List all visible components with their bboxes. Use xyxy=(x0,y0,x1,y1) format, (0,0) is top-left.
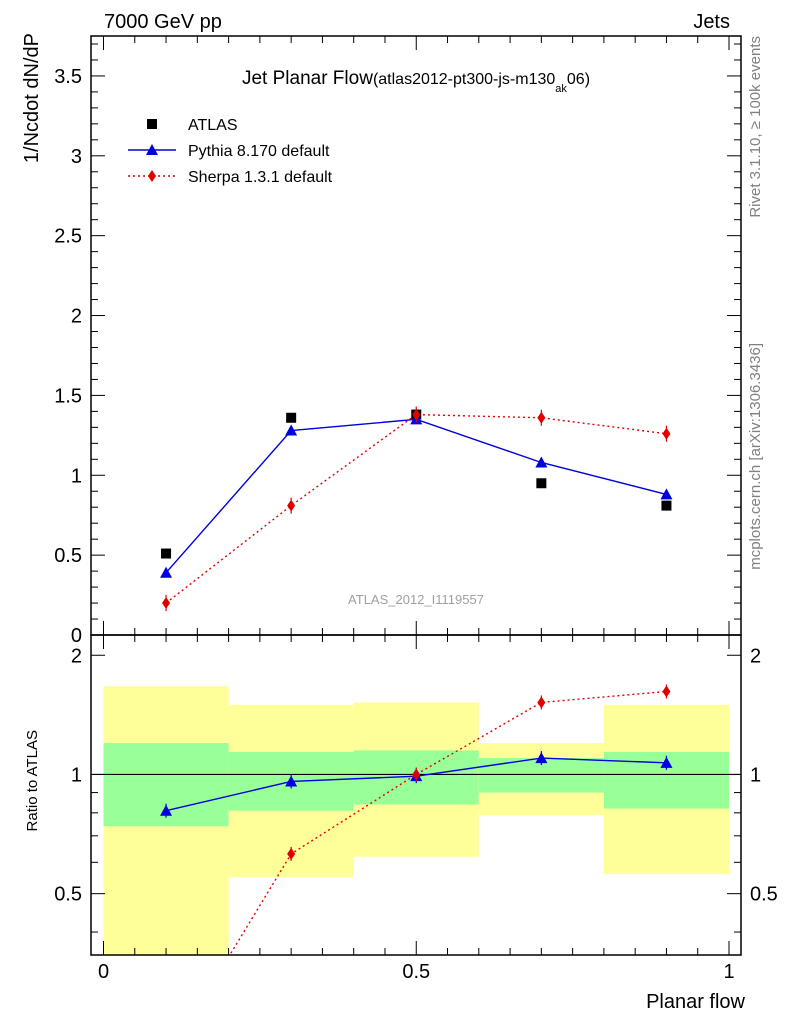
ratio-y-tick-label-right: 2 xyxy=(750,645,761,667)
header-right-label: Jets xyxy=(693,11,730,33)
legend-marker xyxy=(148,170,156,182)
legend-label: Pythia 8.170 default xyxy=(188,143,330,160)
ratio-series-point xyxy=(660,756,673,768)
main-plot-title-text: Jet Planar Flow xyxy=(242,68,373,89)
main-series-point xyxy=(286,412,297,423)
main-y-tick-label: 3.5 xyxy=(54,66,82,88)
header-left-label: 7000 GeV pp xyxy=(104,11,222,33)
ratio-series-group xyxy=(160,684,673,955)
x-tick-label: 0.5 xyxy=(402,961,430,983)
legend-marker xyxy=(147,119,157,129)
main-series-point xyxy=(662,427,671,440)
main-plot-title: Jet Planar Flow(atlas2012-pt300-js-m130a… xyxy=(242,68,590,95)
main-series-point xyxy=(161,548,172,559)
main-series-point xyxy=(285,424,298,436)
ratio-series-point xyxy=(412,768,421,781)
main-series-1 xyxy=(161,409,672,559)
legend-label: Sherpa 1.3.1 default xyxy=(188,169,333,186)
main-plot-subtitle: (atlas2012-pt300-js-m130 xyxy=(373,71,555,88)
main-y-tick-label: 3 xyxy=(71,146,82,168)
x-axis-label: Planar flow xyxy=(646,991,745,1013)
ratio-series-point xyxy=(535,752,548,764)
main-y-tick-label: 0.5 xyxy=(54,545,82,567)
legend-label: ATLAS xyxy=(188,117,238,134)
legend-marker xyxy=(146,144,158,155)
main-series-3 xyxy=(162,406,671,612)
legend: ATLAS Pythia 8.170 default Sherpa 1.3.1 de… xyxy=(128,117,333,186)
ratio-y-tick-label: 1 xyxy=(71,764,82,786)
ratio-y-tick-label-right: 0.5 xyxy=(750,884,778,906)
x-tick-label: 0 xyxy=(98,961,109,983)
ratio-series-point xyxy=(537,696,546,709)
ratio-series-point xyxy=(285,775,298,787)
main-series-2 xyxy=(160,413,673,578)
main-y-tick-label: 1.5 xyxy=(54,385,82,407)
main-series-point xyxy=(660,488,673,500)
ratio-series-point xyxy=(662,685,671,698)
ratio-series-2 xyxy=(228,684,671,955)
main-plot-subtitle-subscript: ak xyxy=(555,83,567,95)
main-y-tick-label: 2 xyxy=(71,306,82,328)
main-series-point xyxy=(661,500,672,511)
ratio-series-point xyxy=(160,804,173,816)
ratio-series-point xyxy=(287,847,296,860)
ratio-y-tick-label-right: 1 xyxy=(750,764,761,786)
x-tick-label: 1 xyxy=(723,961,734,983)
ratio-y-tick-label: 2 xyxy=(71,645,82,667)
mcplots-reference-label: mcplots.cern.ch [arXiv:1306.3436] xyxy=(747,343,764,570)
main-y-tick-label: 0 xyxy=(71,625,82,647)
main-y-axis-label: 1/Ncdot dN/dP xyxy=(21,33,43,163)
main-plot-subtitle-end: 06) xyxy=(567,71,590,88)
main-y-tick-label: 2.5 xyxy=(54,226,82,248)
tick-labels: 0 0.5 1 1.5 2 2.5 3 3.5 0 0.5 1 0.5 0.5 1 1 2 2 xyxy=(54,66,778,983)
analysis-watermark: ATLAS_2012_I1119557 xyxy=(348,592,484,607)
ratio-y-tick-label: 0.5 xyxy=(54,884,82,906)
ratio-series-line xyxy=(228,690,667,955)
main-series-point xyxy=(287,499,296,512)
main-series-point xyxy=(536,478,547,489)
main-series-point xyxy=(162,597,171,610)
main-series-point xyxy=(412,408,421,421)
main-y-tick-label: 1 xyxy=(71,465,82,487)
axis-ticks xyxy=(91,36,741,955)
ratio-y-axis-label: Ratio to ATLAS xyxy=(24,730,41,831)
rivet-version-label: Rivet 3.1.10, ≥ 100k events xyxy=(747,36,764,218)
data-series xyxy=(160,406,673,955)
main-series-point xyxy=(535,456,548,468)
main-series-line xyxy=(165,418,667,574)
main-series-line xyxy=(165,413,667,604)
main-series-point xyxy=(160,566,173,578)
main-series-point xyxy=(537,411,546,424)
ratio-uncertainty-bands xyxy=(103,686,729,955)
